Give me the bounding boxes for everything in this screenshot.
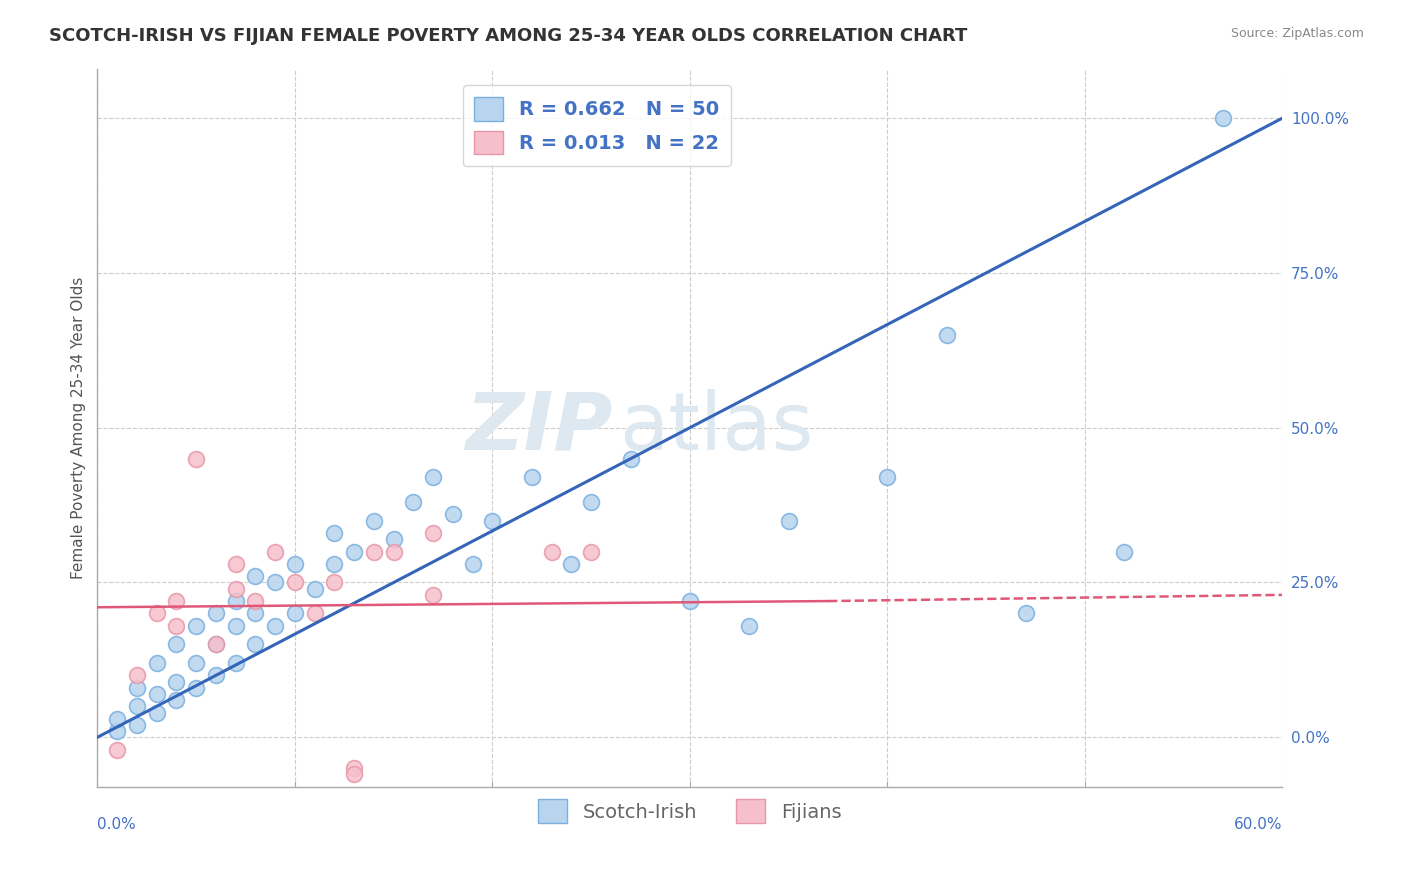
Point (165, 619, 187, 633)
Point (1114, 544, 1136, 558)
Point (284, 557, 307, 571)
Point (579, 544, 602, 558)
Point (738, 619, 761, 633)
Point (184, 681, 207, 695)
Point (264, 544, 287, 558)
Point (165, 594, 187, 608)
Point (422, 588, 444, 602)
Point (245, 594, 267, 608)
Point (125, 668, 148, 682)
Point (105, 742, 128, 756)
Point (245, 569, 267, 583)
Point (876, 470, 898, 484)
Point (1212, 111, 1234, 125)
Point (540, 544, 562, 558)
Point (225, 594, 247, 608)
Point (105, 712, 128, 726)
Point (343, 544, 366, 558)
Y-axis label: Female Poverty Among 25-34 Year Olds: Female Poverty Among 25-34 Year Olds (72, 277, 86, 579)
Text: 60.0%: 60.0% (1234, 817, 1282, 832)
Point (225, 582, 247, 596)
Point (145, 656, 167, 670)
Point (481, 514, 503, 528)
Point (264, 619, 287, 633)
Point (184, 451, 207, 466)
Point (323, 557, 346, 571)
Point (778, 514, 800, 528)
Text: SCOTCH-IRISH VS FIJIAN FEMALE POVERTY AMONG 25-34 YEAR OLDS CORRELATION CHART: SCOTCH-IRISH VS FIJIAN FEMALE POVERTY AM… (49, 27, 967, 45)
Point (343, 767, 366, 781)
Point (245, 607, 267, 621)
Point (125, 681, 148, 695)
Point (225, 619, 247, 633)
Point (205, 668, 228, 682)
Point (679, 594, 702, 608)
Point (1015, 607, 1038, 621)
Point (343, 761, 366, 775)
Point (382, 532, 405, 546)
Point (363, 544, 385, 558)
Point (402, 495, 425, 509)
Point (323, 525, 346, 540)
Point (422, 525, 444, 540)
Point (225, 557, 247, 571)
Point (284, 575, 307, 590)
Point (145, 687, 167, 701)
Point (441, 508, 464, 522)
Point (205, 607, 228, 621)
Point (184, 619, 207, 633)
Point (105, 724, 128, 739)
Text: ZIP: ZIP (465, 389, 613, 467)
Point (145, 607, 167, 621)
Point (165, 693, 187, 707)
Point (560, 557, 582, 571)
Point (520, 470, 543, 484)
Point (382, 544, 405, 558)
Point (304, 582, 326, 596)
Point (461, 557, 484, 571)
Point (165, 637, 187, 651)
Point (125, 718, 148, 732)
Point (304, 607, 326, 621)
Point (145, 706, 167, 720)
Point (125, 699, 148, 714)
Point (363, 514, 385, 528)
Point (205, 637, 228, 651)
Text: atlas: atlas (619, 389, 813, 467)
Point (225, 656, 247, 670)
Point (184, 656, 207, 670)
Text: 0.0%: 0.0% (97, 817, 136, 832)
Point (422, 470, 444, 484)
Point (579, 495, 602, 509)
Point (165, 674, 187, 689)
Point (264, 575, 287, 590)
Legend: Scotch-Irish, Fijians: Scotch-Irish, Fijians (530, 792, 849, 831)
Point (205, 637, 228, 651)
Point (284, 607, 307, 621)
Point (245, 637, 267, 651)
Point (620, 451, 643, 466)
Point (323, 575, 346, 590)
Text: Source: ZipAtlas.com: Source: ZipAtlas.com (1230, 27, 1364, 40)
Point (935, 327, 957, 342)
